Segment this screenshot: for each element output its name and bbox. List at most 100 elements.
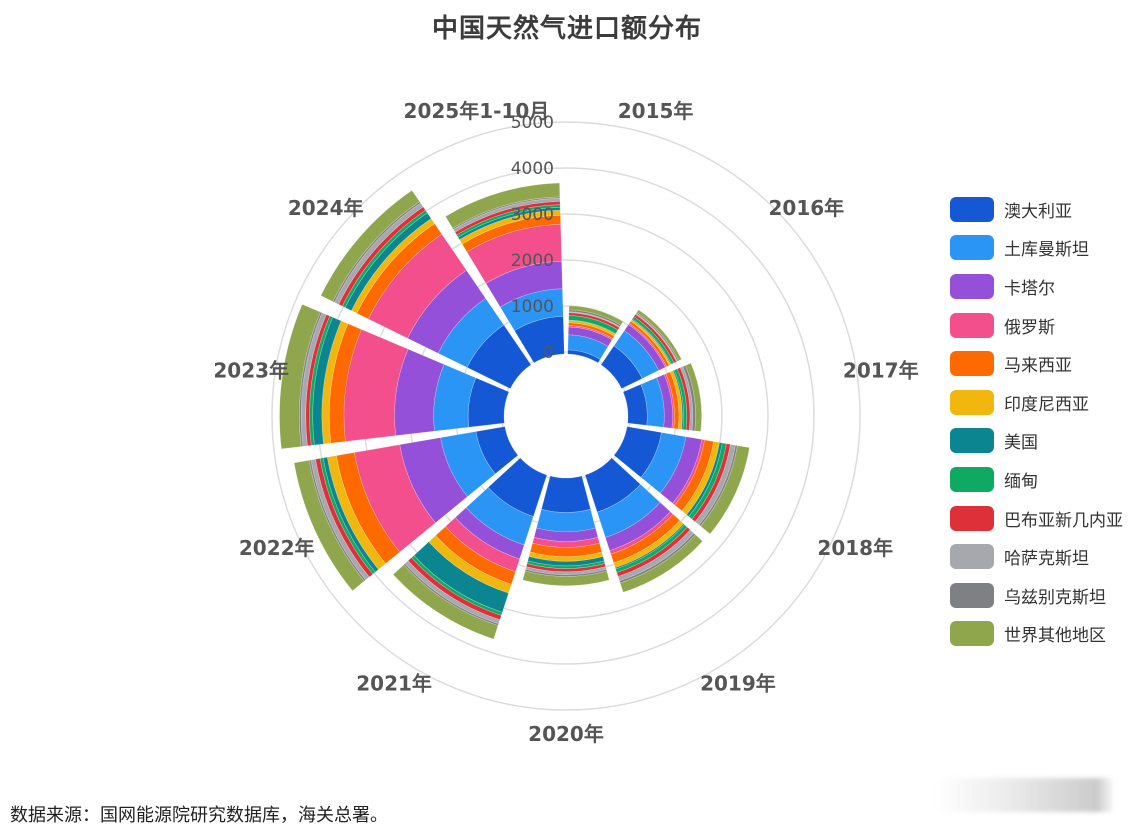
bar-segment[interactable] (605, 501, 671, 552)
bar-segment[interactable] (309, 315, 334, 446)
bar-segment[interactable] (656, 374, 673, 429)
bar-segment[interactable] (568, 305, 624, 326)
bar-segment[interactable] (628, 322, 668, 368)
bar-segment[interactable] (694, 444, 736, 526)
bar-segment[interactable] (631, 316, 675, 365)
bar-segment[interactable] (328, 323, 362, 444)
bar-segment[interactable] (394, 348, 445, 436)
bar-segment[interactable] (524, 568, 608, 577)
bar-segment[interactable] (407, 269, 487, 354)
bar-segment[interactable] (300, 312, 327, 447)
bar-segment[interactable] (628, 320, 670, 367)
bar-segment[interactable] (485, 260, 563, 308)
bar-segment[interactable] (335, 452, 401, 565)
legend-item-russia[interactable]: 俄罗斯 (950, 306, 1123, 345)
bar-segment[interactable] (350, 218, 435, 314)
bar-segment[interactable] (568, 319, 617, 335)
bar-segment[interactable] (635, 313, 678, 363)
bar-segment[interactable] (674, 439, 715, 512)
bar-segment[interactable] (320, 190, 420, 302)
bar-segment[interactable] (522, 570, 610, 586)
bar-segment[interactable] (663, 373, 675, 429)
legend-item-indonesia[interactable]: 印度尼西亚 (950, 383, 1123, 422)
bar-segment[interactable] (392, 564, 499, 640)
bar-segment[interactable] (487, 457, 548, 517)
legend-item-turkmenistan[interactable]: 土库曼斯坦 (950, 229, 1123, 268)
bar-segment[interactable] (407, 557, 502, 621)
bar-segment[interactable] (616, 526, 691, 577)
bar-segment[interactable] (326, 455, 387, 570)
bar-segment[interactable] (437, 297, 505, 368)
bar-segment[interactable] (673, 368, 688, 431)
bar-segment[interactable] (456, 204, 561, 238)
bar-segment[interactable] (622, 383, 648, 426)
bar-segment[interactable] (665, 371, 680, 430)
bar-segment[interactable] (444, 517, 521, 573)
bar-segment[interactable] (527, 556, 605, 567)
bar-segment[interactable] (596, 483, 661, 538)
bar-segment[interactable] (568, 311, 621, 328)
bar-segment[interactable] (630, 319, 672, 366)
bar-segment[interactable] (688, 442, 727, 520)
bar-segment[interactable] (672, 439, 705, 506)
bar-segment[interactable] (526, 560, 606, 569)
legend-item-uzbekistan[interactable]: 乌兹别克斯坦 (950, 576, 1123, 615)
bar-segment[interactable] (475, 426, 519, 475)
bar-segment[interactable] (452, 196, 561, 230)
bar-segment[interactable] (459, 209, 561, 245)
bar-segment[interactable] (613, 519, 685, 569)
bar-segment[interactable] (514, 316, 565, 364)
legend-item-rest-of-world[interactable]: 世界其他地区 (950, 615, 1123, 654)
bar-segment[interactable] (344, 212, 432, 312)
bar-segment[interactable] (343, 329, 409, 442)
bar-segment[interactable] (315, 458, 374, 578)
bar-segment[interactable] (354, 444, 436, 553)
bar-segment[interactable] (623, 324, 666, 371)
legend-item-qatar[interactable]: 卡塔尔 (950, 267, 1123, 306)
bar-segment[interactable] (633, 313, 677, 364)
bar-segment[interactable] (568, 320, 616, 337)
bar-segment[interactable] (567, 349, 601, 364)
bar-segment[interactable] (435, 526, 516, 585)
bar-segment[interactable] (684, 362, 702, 432)
bar-segment[interactable] (613, 330, 660, 379)
bar-segment[interactable] (279, 303, 321, 450)
bar-segment[interactable] (321, 320, 349, 445)
bar-segment[interactable] (305, 314, 331, 447)
bar-segment[interactable] (636, 309, 682, 362)
bar-segment[interactable] (322, 456, 379, 573)
bar-segment[interactable] (659, 436, 703, 504)
bar-segment[interactable] (499, 288, 564, 332)
bar-segment[interactable] (600, 345, 643, 390)
bar-segment[interactable] (338, 206, 426, 307)
bar-segment[interactable] (615, 524, 688, 573)
bar-segment[interactable] (533, 527, 599, 542)
bar-segment[interactable] (686, 442, 723, 517)
bar-segment[interactable] (356, 223, 443, 320)
bar-segment[interactable] (312, 316, 342, 446)
bar-segment[interactable] (679, 366, 694, 431)
legend-item-kazakhstan[interactable]: 哈萨克斯坦 (950, 537, 1123, 576)
bar-segment[interactable] (529, 542, 603, 557)
bar-segment[interactable] (541, 475, 591, 513)
bar-segment[interactable] (682, 365, 696, 432)
legend-item-myanmar[interactable]: 缅甸 (950, 460, 1123, 499)
legend-item-papua-new-guinea[interactable]: 巴布亚新几内亚 (950, 499, 1123, 538)
bar-segment[interactable] (691, 443, 731, 523)
bar-segment[interactable] (619, 534, 704, 593)
legend-item-usa[interactable]: 美国 (950, 422, 1123, 461)
bar-segment[interactable] (700, 445, 750, 535)
bar-segment[interactable] (568, 312, 620, 331)
bar-segment[interactable] (433, 363, 477, 432)
bar-segment[interactable] (332, 201, 421, 303)
bar-segment[interactable] (676, 367, 691, 431)
bar-segment[interactable] (568, 309, 622, 328)
bar-segment[interactable] (568, 315, 619, 335)
bar-segment[interactable] (536, 508, 596, 533)
bar-segment[interactable] (334, 202, 424, 305)
bar-segment[interactable] (681, 441, 720, 516)
bar-segment[interactable] (669, 370, 683, 430)
bar-segment[interactable] (293, 459, 365, 592)
bar-segment[interactable] (454, 507, 525, 560)
bar-segment[interactable] (609, 511, 674, 555)
